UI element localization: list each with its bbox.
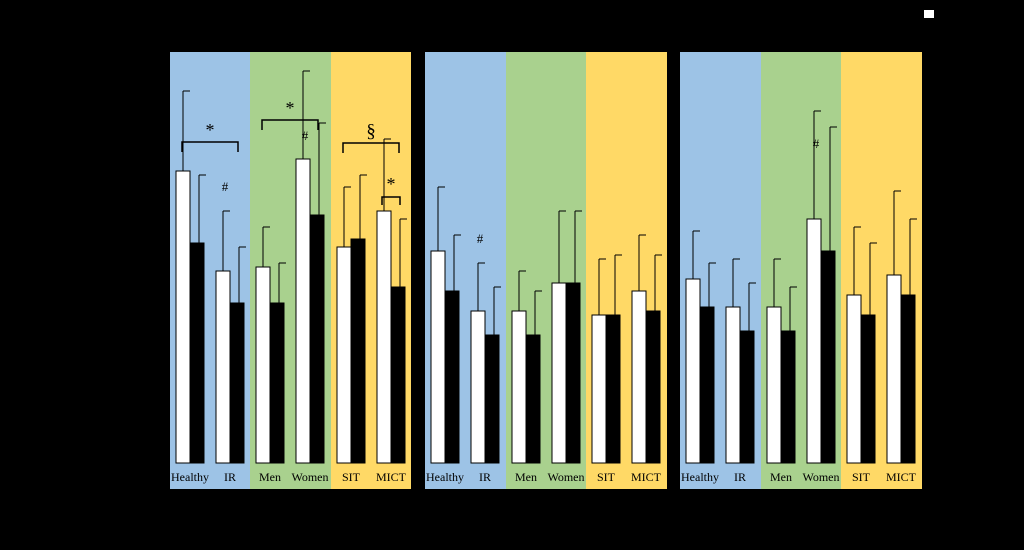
significance-marker: * (286, 98, 295, 118)
bar-black (780, 330, 796, 464)
tick-label: MICT (631, 470, 662, 484)
bar-white (591, 314, 607, 464)
bar-white (551, 282, 567, 464)
tick-label: Healthy (426, 470, 464, 484)
bar-black (565, 282, 581, 464)
bar-black (525, 334, 541, 464)
significance-marker: # (813, 136, 820, 151)
bar-white (336, 246, 352, 464)
bar-black (444, 290, 460, 464)
bar-white (175, 170, 191, 464)
significance-bracket (261, 119, 319, 130)
tick-label: SIT (852, 470, 871, 484)
bar-white (295, 158, 311, 464)
bar-black (350, 238, 366, 464)
bar-white (631, 290, 647, 464)
tick-label: SIT (342, 470, 361, 484)
significance-bracket (181, 141, 239, 152)
significance-marker: § (366, 121, 376, 142)
bar-white (215, 270, 231, 464)
tick-label: Men (259, 470, 281, 484)
bar-black (189, 242, 205, 464)
bar-black (269, 302, 285, 464)
significance-bracket (381, 196, 401, 205)
tick-label: Women (802, 470, 839, 484)
bar-black (605, 314, 621, 464)
bar-black (900, 294, 916, 464)
tick-label: MICT (376, 470, 407, 484)
tick-label: Women (547, 470, 584, 484)
bar-white (470, 310, 486, 464)
significance-marker: * (206, 120, 215, 140)
chart-panel-3: Healthy IR Men Women SIT MICT # (680, 52, 925, 489)
bar-black (645, 310, 661, 464)
tick-label: IR (479, 470, 491, 484)
bar-black (229, 302, 245, 464)
significance-marker: # (477, 231, 484, 246)
chart-panel-2: Healthy IR Men Women SIT MICT # (425, 52, 670, 489)
bar-white (685, 278, 701, 464)
bar-black (390, 286, 406, 464)
bar-white (511, 310, 527, 464)
bar-white (806, 218, 822, 464)
panel-divider (667, 52, 670, 489)
tick-label: Healthy (681, 470, 719, 484)
significance-marker: * (387, 174, 396, 194)
significance-marker: # (222, 179, 229, 194)
bar-black (484, 334, 500, 464)
tick-label: IR (734, 470, 746, 484)
chart-panel-1: Healthy IR Men Women SIT MICT * # * # § * (170, 52, 414, 489)
bar-black (699, 306, 715, 464)
tick-label: SIT (597, 470, 616, 484)
tick-label: Healthy (171, 470, 209, 484)
panel-divider (411, 52, 414, 489)
bar-white (846, 294, 862, 464)
legend-swatch (924, 10, 934, 18)
bar-black (820, 250, 836, 464)
bar-black (309, 214, 325, 464)
panel-divider (922, 52, 925, 489)
chart-panels: Healthy IR Men Women SIT MICT * # * # § * Healthy IR M… (170, 52, 925, 489)
tick-label: Women (291, 470, 328, 484)
tick-label: IR (224, 470, 236, 484)
bar-white (376, 210, 392, 464)
bar-black (860, 314, 876, 464)
tick-label: Men (770, 470, 792, 484)
tick-label: Men (515, 470, 537, 484)
significance-marker: # (302, 128, 309, 143)
bar-white (430, 250, 446, 464)
tick-label: MICT (886, 470, 917, 484)
bar-white (255, 266, 271, 464)
bar-white (766, 306, 782, 464)
significance-bracket (342, 142, 400, 153)
bar-white (725, 306, 741, 464)
bar-black (739, 330, 755, 464)
bar-white (886, 274, 902, 464)
